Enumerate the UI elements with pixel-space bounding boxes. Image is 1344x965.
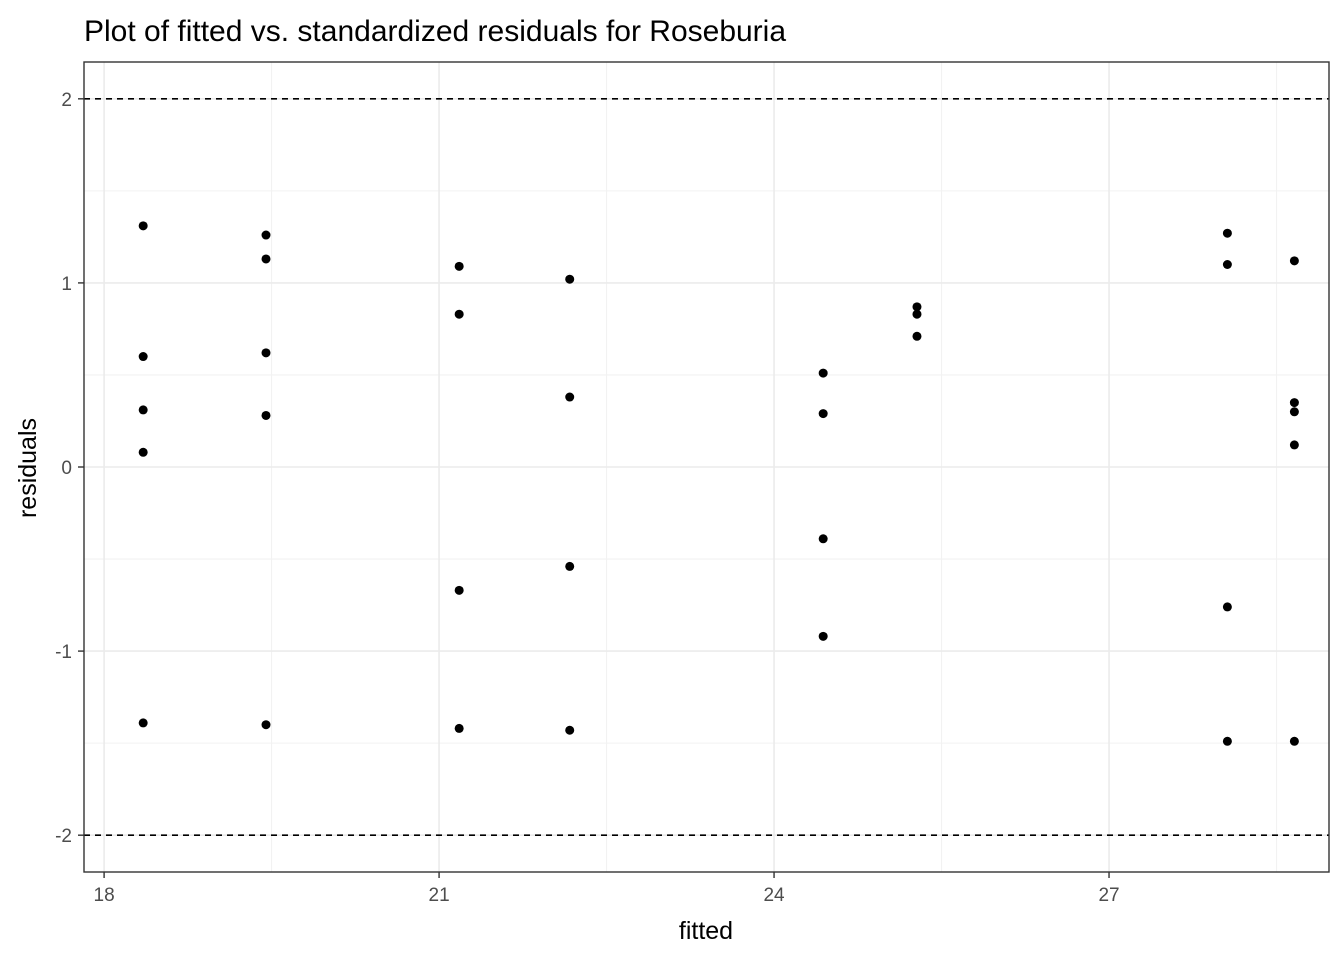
data-point bbox=[261, 230, 271, 240]
data-point bbox=[261, 348, 271, 358]
data-point bbox=[454, 309, 464, 319]
y-tick-label: -1 bbox=[55, 642, 72, 663]
x-axis: 18 21 24 27 bbox=[94, 872, 1120, 906]
data-point bbox=[818, 631, 828, 641]
data-point bbox=[1289, 407, 1299, 417]
x-tick-label: 21 bbox=[429, 885, 450, 906]
x-tick-label: 27 bbox=[1098, 885, 1119, 906]
reference-lines bbox=[84, 98, 1329, 836]
data-point bbox=[818, 368, 828, 378]
data-point bbox=[565, 561, 575, 571]
data-point bbox=[261, 720, 271, 730]
data-point bbox=[261, 254, 271, 264]
data-point bbox=[912, 331, 922, 341]
data-point bbox=[912, 309, 922, 319]
data-point bbox=[454, 585, 464, 595]
data-point bbox=[1222, 736, 1232, 746]
data-point bbox=[565, 725, 575, 735]
data-point bbox=[138, 221, 148, 231]
data-point bbox=[1289, 256, 1299, 266]
data-point bbox=[261, 410, 271, 420]
data-point bbox=[818, 534, 828, 544]
y-tick-label: -2 bbox=[55, 826, 72, 847]
x-axis-title: fitted bbox=[679, 917, 733, 945]
data-point bbox=[138, 718, 148, 728]
data-point bbox=[565, 274, 575, 284]
data-point bbox=[1289, 736, 1299, 746]
data-point bbox=[818, 409, 828, 419]
data-point bbox=[1222, 602, 1232, 612]
data-point bbox=[565, 392, 575, 402]
y-tick-label: 2 bbox=[61, 90, 72, 111]
x-tick-label: 24 bbox=[763, 885, 785, 906]
y-tick-label: 1 bbox=[61, 274, 72, 295]
data-point bbox=[454, 723, 464, 733]
data-point bbox=[1289, 398, 1299, 408]
data-point bbox=[1222, 260, 1232, 269]
points-layer bbox=[138, 221, 1299, 746]
y-axis-title: residuals bbox=[14, 418, 42, 518]
data-point bbox=[138, 447, 148, 457]
data-point bbox=[138, 352, 148, 362]
data-point bbox=[1289, 440, 1299, 450]
data-point bbox=[454, 261, 464, 271]
data-point bbox=[138, 405, 148, 415]
x-tick-label: 18 bbox=[94, 885, 115, 906]
y-axis: -2 -1 0 1 2 bbox=[55, 90, 84, 847]
data-point bbox=[1222, 228, 1232, 238]
data-point bbox=[912, 302, 922, 312]
grid-layer bbox=[84, 62, 1329, 872]
chart-title: Plot of fitted vs. standardized residual… bbox=[84, 15, 786, 48]
y-tick-label: 0 bbox=[61, 458, 72, 479]
